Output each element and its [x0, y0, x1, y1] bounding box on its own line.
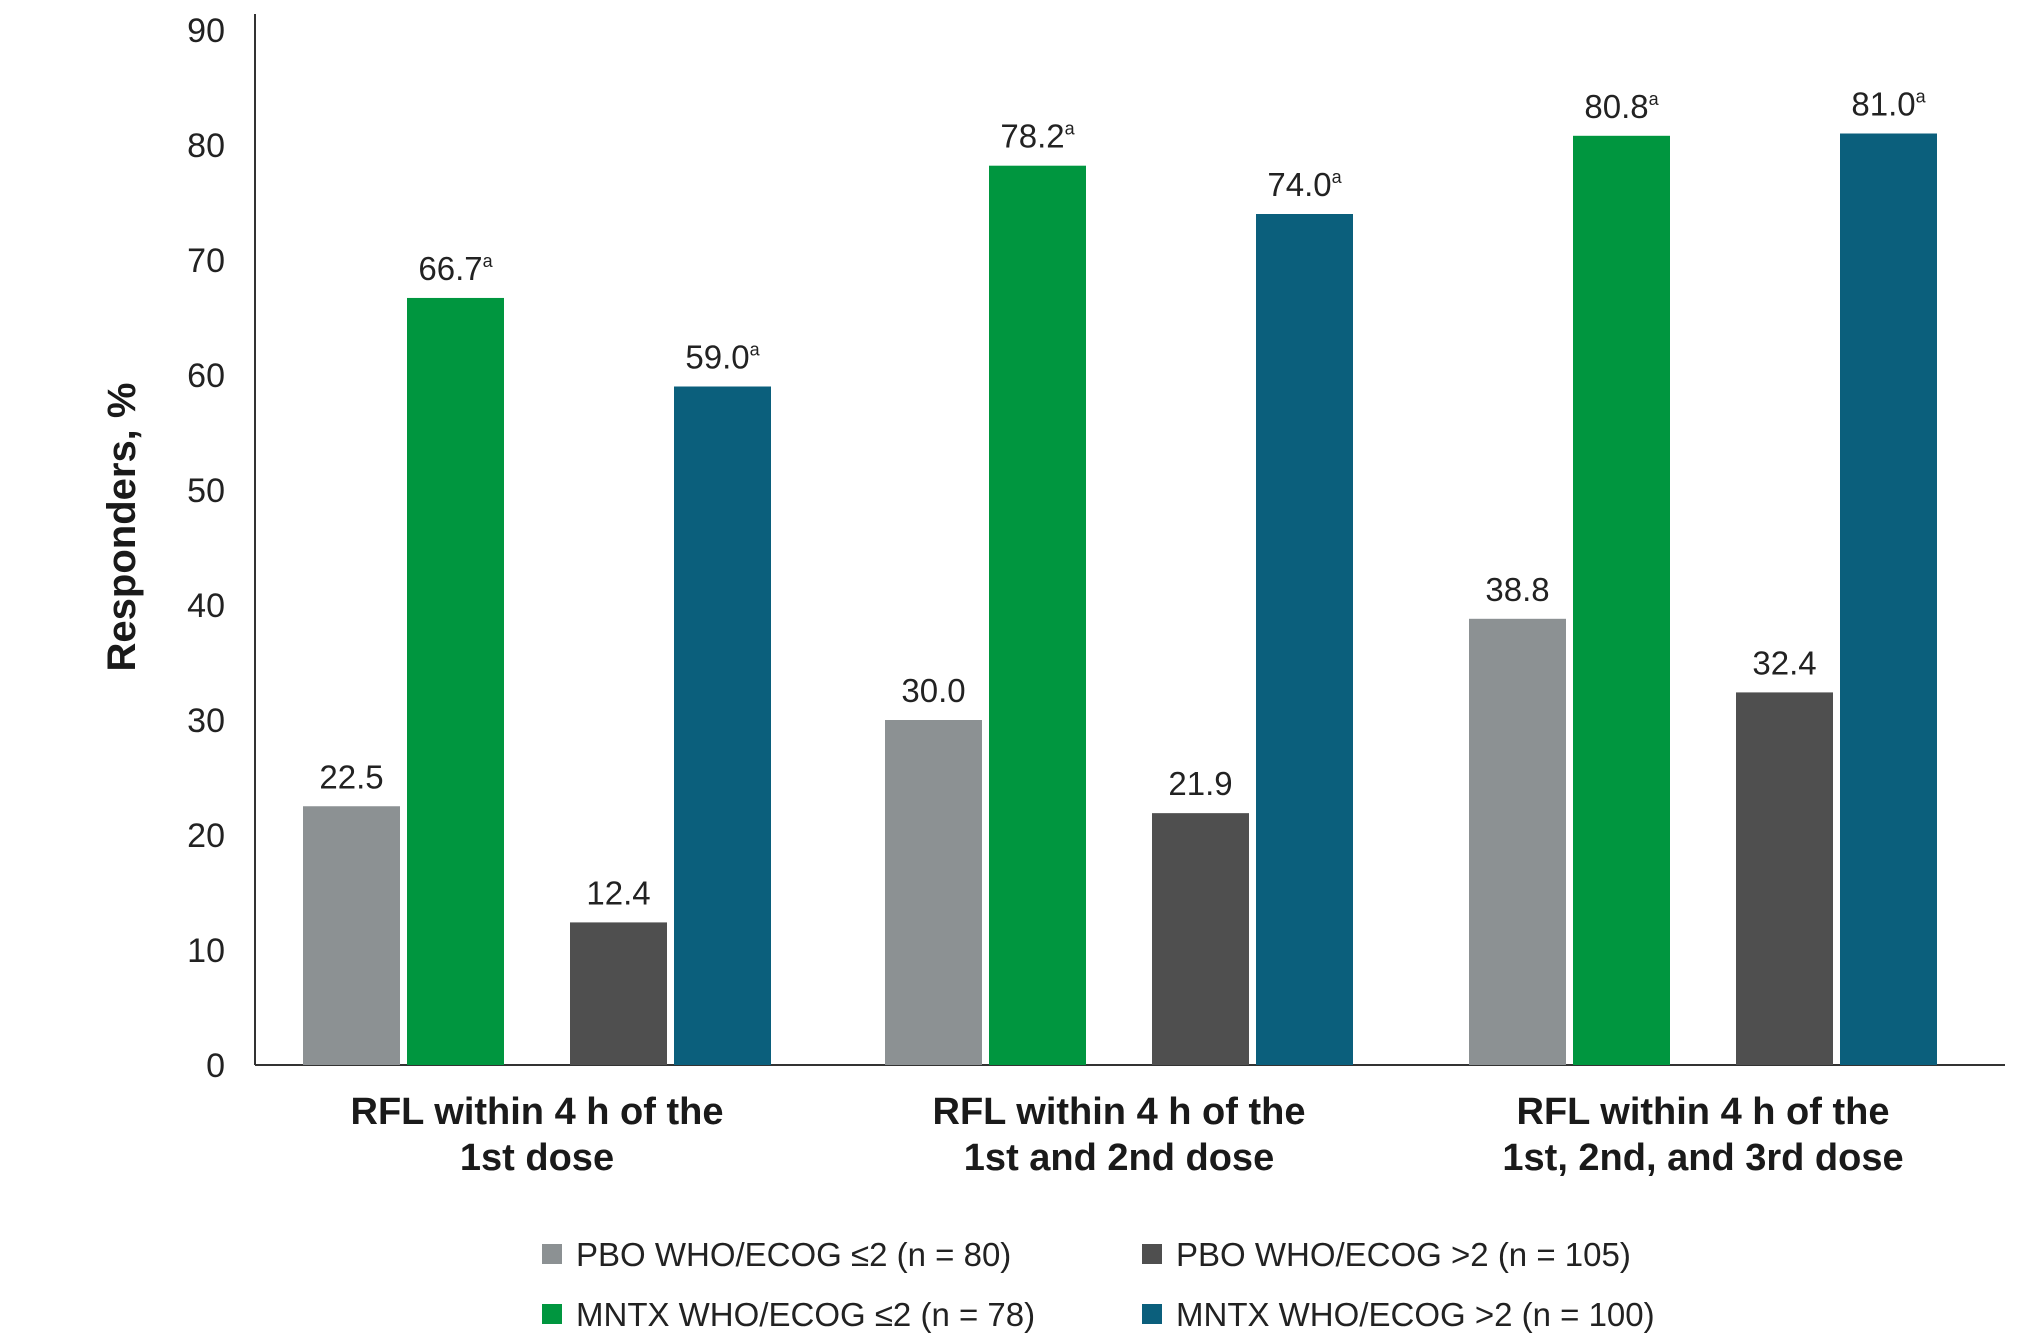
category-label: RFL within 4 h of the	[351, 1091, 724, 1133]
y-tick-label: 60	[187, 357, 225, 395]
bar	[674, 386, 771, 1065]
data-label: 12.4	[586, 874, 650, 911]
data-label: 32.4	[1752, 644, 1816, 681]
bar	[1736, 692, 1833, 1065]
legend-swatch	[1142, 1244, 1162, 1264]
category-label: 1st, 2nd, and 3rd dose	[1502, 1137, 1903, 1179]
y-tick-label: 70	[187, 242, 225, 280]
legend: PBO WHO/ECOG ≤2 (n = 80) MNTX WHO/ECOG ≤2…	[542, 1236, 1655, 1333]
category-label: RFL within 4 h of the	[1517, 1091, 1890, 1133]
bar	[1256, 214, 1353, 1065]
legend-label: MNTX WHO/ECOG ≤2 (n = 78)	[576, 1296, 1035, 1333]
bar	[1469, 618, 1566, 1065]
data-label: 78.2a	[1000, 118, 1075, 155]
value-labels: 22.5 30.0 38.8 66.7a 78.2a 80.8a 12.4 21.9 32.4 5…	[319, 86, 1926, 912]
legend-label: MNTX WHO/ECOG >2 (n = 100)	[1176, 1296, 1655, 1333]
bars	[303, 133, 1937, 1066]
legend-swatch	[542, 1304, 562, 1324]
axes: 0 10 20 30 40 50 60 70 80 90	[187, 12, 2005, 1085]
bar	[407, 297, 504, 1065]
y-axis-label: Responders, %	[100, 383, 144, 672]
data-label: 80.8a	[1584, 88, 1659, 125]
legend-swatch	[542, 1244, 562, 1264]
y-tick-label: 50	[187, 472, 225, 510]
y-tick-label: 90	[187, 12, 225, 50]
bar	[1152, 813, 1249, 1065]
bar	[570, 922, 667, 1065]
data-label: 81.0a	[1851, 86, 1926, 123]
data-label: 59.0a	[685, 339, 760, 376]
y-tick-label: 30	[187, 702, 225, 740]
legend-label: PBO WHO/ECOG >2 (n = 105)	[1176, 1236, 1631, 1273]
bar	[989, 165, 1086, 1065]
bar	[1840, 133, 1937, 1065]
bar	[303, 806, 400, 1065]
y-tick-label: 0	[206, 1047, 225, 1085]
category-label: RFL within 4 h of the	[933, 1091, 1306, 1133]
category-label: 1st and 2nd dose	[964, 1137, 1274, 1179]
legend-swatch	[1142, 1304, 1162, 1324]
data-label: 66.7a	[418, 250, 493, 287]
y-tick-label: 20	[187, 817, 225, 855]
data-label: 38.8	[1485, 571, 1549, 608]
y-tick-label: 80	[187, 127, 225, 165]
y-tick-label: 40	[187, 587, 225, 625]
legend-label: PBO WHO/ECOG ≤2 (n = 80)	[576, 1236, 1011, 1273]
data-label: 21.9	[1168, 765, 1232, 802]
data-label: 30.0	[901, 672, 965, 709]
y-tick-label: 10	[187, 932, 225, 970]
category-label: 1st dose	[460, 1137, 614, 1179]
bar	[1573, 135, 1670, 1066]
data-label: 22.5	[319, 758, 383, 795]
bar	[885, 720, 982, 1065]
data-label: 74.0a	[1267, 166, 1342, 203]
